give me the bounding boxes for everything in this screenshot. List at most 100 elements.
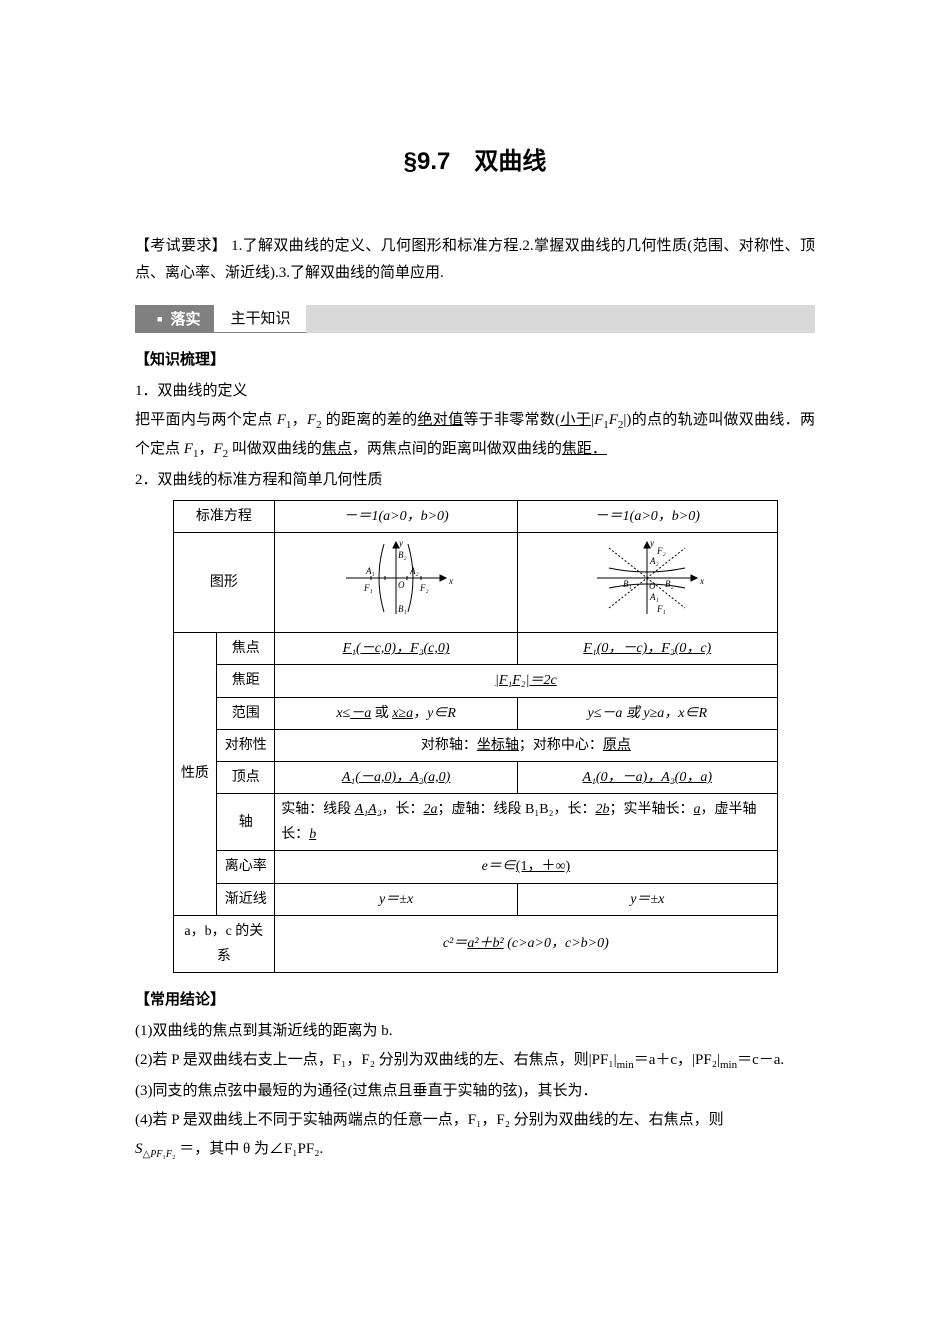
cell-vertex-b: A₁(0，－a)，A₂(0，a) bbox=[518, 761, 777, 793]
svg-text:O: O bbox=[649, 581, 656, 591]
properties-table: 标准方程 －＝1(a>0，b>0) －＝1(a>0，b>0) 图形 bbox=[173, 500, 778, 973]
v: y＝±x bbox=[630, 892, 664, 907]
t: ＝c－a. bbox=[737, 1052, 784, 1068]
cell-fig-label: 图形 bbox=[173, 532, 275, 632]
v: ；对称中心： bbox=[519, 738, 603, 753]
table-row: 对称性 对称轴：坐标轴；对称中心：原点 bbox=[173, 729, 777, 761]
v: ；虚轴：线段 B₁B₂，长： bbox=[438, 802, 596, 817]
hyperbola-horizontal-icon: x y O A₁ A₂ F₁ F₂ B₂ B₁ bbox=[336, 536, 456, 620]
svg-text:B₁: B₁ bbox=[398, 604, 407, 614]
cell-foci-label: 焦点 bbox=[217, 633, 275, 665]
cell-vertex-label: 顶点 bbox=[217, 761, 275, 793]
table-row: 标准方程 －＝1(a>0，b>0) －＝1(a>0，b>0) bbox=[173, 500, 777, 532]
exam-req-label: 【考试要求】 bbox=[135, 238, 227, 254]
u: 绝对值 bbox=[417, 412, 463, 428]
svg-text:x: x bbox=[699, 576, 704, 586]
svg-text:B₁: B₁ bbox=[623, 579, 632, 589]
u: 焦距． bbox=[562, 441, 607, 457]
table-heading: 2．双曲线的标准方程和简单几何性质 bbox=[135, 467, 815, 494]
conclusion-4: (4)若 P 是双曲线上不同于实轴两端点的任意一点，F₁，F₂ 分别为双曲线的左… bbox=[135, 1107, 815, 1134]
conclusion-3: (3)同支的焦点弦中最短的为通径(过焦点且垂直于实轴的弦)，其长为． bbox=[135, 1078, 815, 1105]
v: A₁(0，－a)，A₂(0，a) bbox=[583, 770, 713, 785]
table-row: a，b，c 的关系 c²＝a²＋b² (c>a>0，c>b>0) bbox=[173, 915, 777, 972]
u: 焦点 bbox=[322, 441, 352, 457]
cell-asym-a: y＝±x bbox=[275, 883, 518, 915]
t: ，两焦点间的距离叫做双曲线的 bbox=[352, 441, 562, 457]
v: x≥a bbox=[392, 706, 413, 721]
svg-text:F₁: F₁ bbox=[656, 604, 666, 614]
sub: min bbox=[617, 1059, 634, 1071]
v: ；实半轴长： bbox=[609, 802, 693, 817]
cell-sym-label: 对称性 bbox=[217, 729, 275, 761]
v: x≤ bbox=[336, 706, 350, 721]
eq: －＝1(a>0，b>0) bbox=[595, 509, 700, 524]
cell-props-label: 性质 bbox=[173, 633, 217, 916]
cell-ecc-label: 离心率 bbox=[217, 851, 275, 883]
conclusion-1: (1)双曲线的焦点到其渐近线的距离为 b. bbox=[135, 1018, 815, 1045]
cell-axis-val: 实轴：线段 A₁A₂，长：2a；虚轴：线段 B₁B₂，长：2b；实半轴长：a，虚… bbox=[275, 794, 777, 851]
cell-axis-label: 轴 bbox=[217, 794, 275, 851]
table-row: 图形 x y O A₁ bbox=[173, 532, 777, 632]
svg-text:A₁: A₁ bbox=[365, 566, 375, 576]
page-title: §9.7 双曲线 bbox=[135, 140, 815, 183]
u: 原点 bbox=[603, 738, 631, 753]
t: 把平面内与两个定点 bbox=[135, 412, 273, 428]
cell-fig1: x y O A₁ A₂ F₁ F₂ B₂ B₁ bbox=[275, 532, 518, 632]
def-text: 把平面内与两个定点 F1，F2 的距离的差的绝对值等于非零常数(小于|F1F2|… bbox=[135, 407, 815, 465]
cell-ecc-val: e＝∈(1，＋∞) bbox=[275, 851, 777, 883]
table-row: 轴 实轴：线段 A₁A₂，长：2a；虚轴：线段 B₁B₂，长：2b；实半轴长：a… bbox=[173, 794, 777, 851]
t: 等于非零常数( bbox=[463, 412, 560, 428]
v: －a bbox=[350, 706, 371, 721]
exam-req: 【考试要求】 1.了解双曲线的定义、几何图形和标准方程.2.掌握双曲线的几何性质… bbox=[135, 233, 815, 287]
def-heading: 1．双曲线的定义 bbox=[135, 378, 815, 405]
exam-req-text: 1.了解双曲线的定义、几何图形和标准方程.2.掌握双曲线的几何性质(范围、对称性… bbox=[135, 238, 815, 281]
t: ＝，其中 θ 为∠F₁PF₂. bbox=[179, 1141, 323, 1157]
v: c²＝ bbox=[443, 936, 467, 951]
cell-focal-val: |F₁F₂|＝2c bbox=[275, 665, 777, 697]
v: A₁(－a,0)，A₂(a,0) bbox=[342, 770, 451, 785]
table-row: 顶点 A₁(－a,0)，A₂(a,0) A₁(0，－a)，A₂(0，a) bbox=[173, 761, 777, 793]
svg-text:y: y bbox=[649, 538, 654, 548]
table-row: 性质 焦点 F₁(－c,0)，F₂(c,0) F₁(0，－c)，F₂(0，c) bbox=[173, 633, 777, 665]
svg-text:A₂: A₂ bbox=[409, 566, 419, 576]
v: y≤－a 或 y≥a，x∈R bbox=[587, 706, 707, 721]
u: 2a bbox=[424, 802, 438, 817]
section-bar-dark: 落实 bbox=[135, 305, 214, 333]
eq: －＝1(a>0，b>0) bbox=[344, 509, 449, 524]
v: ，长： bbox=[382, 802, 424, 817]
table-row: 范围 x≤－a 或 x≥a，y∈R y≤－a 或 y≥a，x∈R bbox=[173, 697, 777, 729]
u: 小于 bbox=[560, 412, 591, 428]
svg-text:x: x bbox=[448, 576, 453, 586]
cell-sym-val: 对称轴：坐标轴；对称中心：原点 bbox=[275, 729, 777, 761]
cell-foci-b: F₁(0，－c)，F₂(0，c) bbox=[518, 633, 777, 665]
knowledge-label: 【知识梳理】 bbox=[135, 347, 815, 374]
u: 坐标轴 bbox=[477, 738, 519, 753]
v: (c>a>0，c>b>0) bbox=[504, 936, 609, 951]
section-bar: 落实 主干知识 bbox=[135, 305, 815, 333]
cell-range-b: y≤－a 或 y≥a，x∈R bbox=[518, 697, 777, 729]
cell-vertex-a: A₁(－a,0)，A₂(a,0) bbox=[275, 761, 518, 793]
cell-asym-label: 渐近线 bbox=[217, 883, 275, 915]
cell-foci-a: F₁(－c,0)，F₂(c,0) bbox=[275, 633, 518, 665]
sub: min bbox=[720, 1059, 737, 1071]
svg-text:F₂: F₂ bbox=[419, 583, 429, 593]
conclusion-2: (2)若 P 是双曲线右支上一点，F₁，F₂ 分别为双曲线的左、右焦点，则|PF… bbox=[135, 1047, 815, 1076]
cell-std-eq2: －＝1(a>0，b>0) bbox=[518, 500, 777, 532]
u: a²＋b² bbox=[467, 936, 503, 951]
table-row: 离心率 e＝∈(1，＋∞) bbox=[173, 851, 777, 883]
u: A₁A₂ bbox=[355, 802, 382, 817]
u: b bbox=[309, 827, 316, 842]
t: 叫做双曲线的 bbox=[232, 441, 322, 457]
v: 对称轴： bbox=[421, 738, 477, 753]
table-row: 焦距 |F₁F₂|＝2c bbox=[173, 665, 777, 697]
v: y＝±x bbox=[379, 892, 413, 907]
svg-text:A₁: A₁ bbox=[649, 592, 659, 602]
cell-asym-b: y＝±x bbox=[518, 883, 777, 915]
common-label: 【常用结论】 bbox=[135, 987, 815, 1014]
cell-focal-label: 焦距 bbox=[217, 665, 275, 697]
t: ＝a＋c，|PF₂| bbox=[634, 1052, 720, 1068]
cell-fig2: x y O A₂ A₁ F₂ F₁ B₁ B₂ bbox=[518, 532, 777, 632]
v: 实轴：线段 bbox=[281, 802, 355, 817]
conclusion-4b: S△PF₁F₂ ＝，其中 θ 为∠F₁PF₂. bbox=[135, 1136, 815, 1164]
svg-text:y: y bbox=[398, 538, 403, 548]
